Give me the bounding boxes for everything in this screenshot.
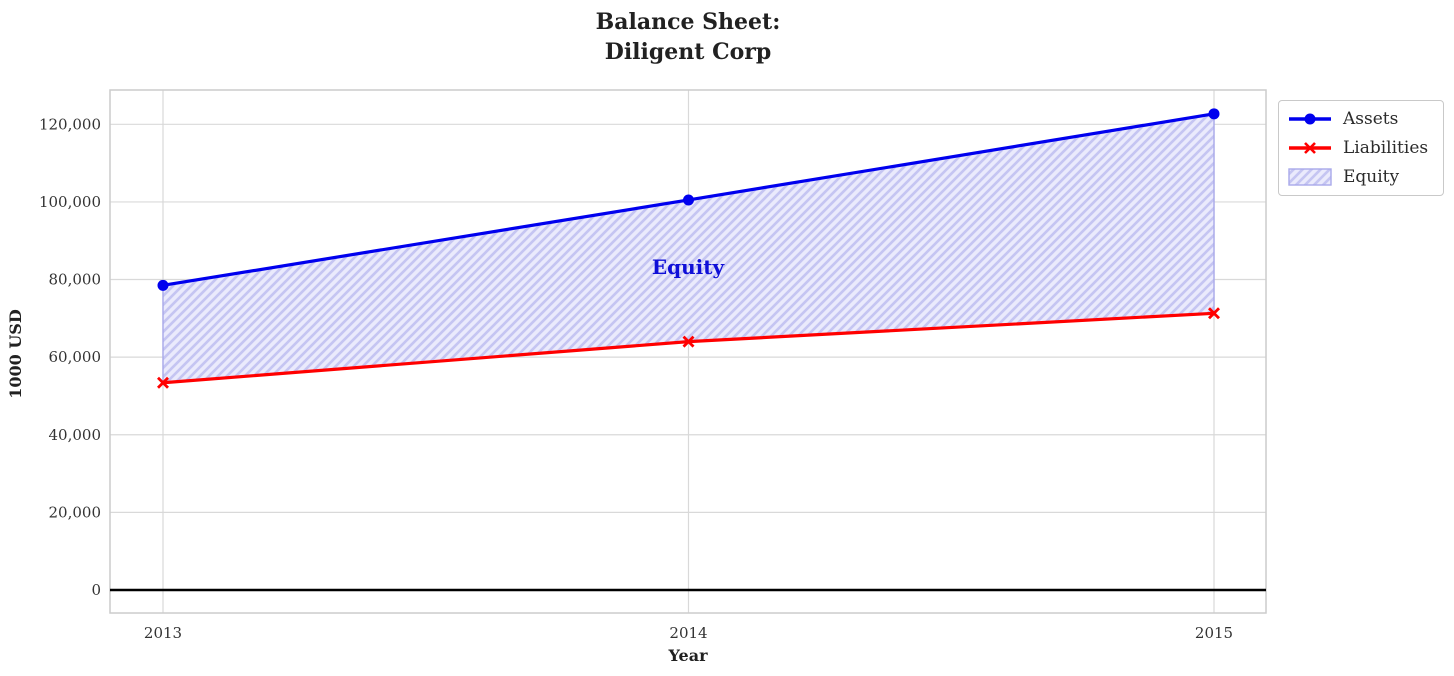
legend-item-equity: Equity (1287, 166, 1433, 188)
y-tick-label: 80,000 (49, 271, 102, 289)
equity-swatch-rect (1288, 168, 1332, 186)
y-tick-label: 40,000 (49, 426, 102, 444)
liabilities-marker (157, 376, 169, 389)
y-tick-label: 0 (91, 581, 101, 599)
liabilities-swatch-x-marker (1304, 142, 1316, 154)
assets-marker (683, 194, 694, 206)
legend-item-assets: Assets (1287, 108, 1433, 130)
legend-label-equity: Equity (1343, 167, 1400, 187)
x-tick-label: 2014 (669, 624, 707, 642)
y-tick-label: 60,000 (49, 348, 102, 366)
liabilities-marker (1208, 307, 1220, 320)
assets-marker (157, 279, 169, 291)
equity-fill-swatch (1288, 168, 1332, 186)
legend: Assets Liabilities Equity (1278, 100, 1444, 196)
legend-item-liabilities: Liabilities (1287, 137, 1433, 159)
plot-border (109, 89, 1267, 614)
legend-label-liabilities: Liabilities (1343, 138, 1429, 158)
y-tick-label: 20,000 (49, 503, 102, 521)
y-tick-label: 100,000 (39, 193, 101, 211)
chart-title-line1: Balance Sheet: (595, 9, 781, 35)
chart-title-line2: Diligent Corp (604, 39, 772, 65)
y-tick-label: 120,000 (39, 115, 101, 133)
y-axis-label: 1000 USD (6, 309, 25, 399)
liabilities-marker (682, 335, 695, 348)
equity-annotation: Equity (651, 255, 725, 279)
assets-swatch-circle-marker (1304, 113, 1316, 125)
x-tick-label: 2013 (144, 624, 182, 642)
assets-marker (1208, 108, 1220, 120)
assets-line-swatch (1289, 113, 1331, 125)
tick-labels: 0 20,000 40,000 60,000 80,000 100,000 120,000 2… (39, 115, 1233, 642)
liabilities-line-swatch (1289, 142, 1331, 154)
chart-title: Balance Sheet: Diligent Corp (110, 7, 1266, 67)
x-tick-label: 2015 (1195, 624, 1233, 642)
x-axis-label: Year (668, 646, 708, 665)
legend-label-assets: Assets (1343, 109, 1399, 129)
